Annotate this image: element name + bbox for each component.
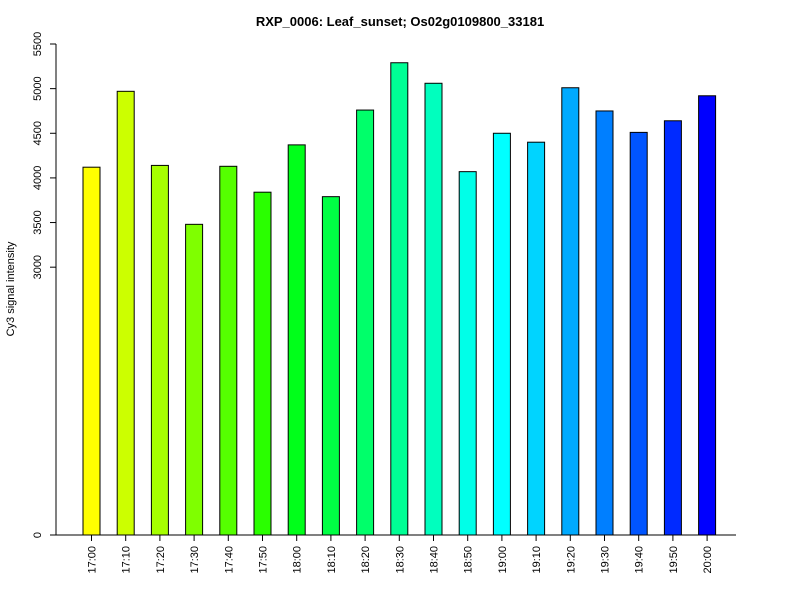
y-tick-label: 0: [32, 532, 44, 538]
bar: [390, 62, 409, 536]
bar: [561, 87, 580, 536]
y-tick-label: 5000: [32, 76, 44, 100]
bar: [698, 95, 717, 536]
bar: [595, 110, 614, 536]
y-tick-label: 3500: [32, 210, 44, 234]
x-tick-label: 19:00: [497, 546, 509, 574]
chart-title: RXP_0006: Leaf_sunset; Os02g0109800_3318…: [256, 14, 544, 29]
bar: [663, 120, 682, 536]
bar: [219, 165, 238, 536]
y-axis-label: Cy3 signal intensity: [5, 241, 17, 336]
x-tick-label: 18:10: [326, 546, 338, 574]
x-ticks: 17:00 17:10 17:20 17:30 17:40 17:50 18:00 18:10…: [87, 535, 714, 574]
x-tick-label: 18:30: [394, 546, 406, 574]
y-ticks: 0 3000 3500 4000 4500 5000 5500: [32, 32, 56, 538]
bar: [287, 144, 306, 536]
y-tick-label: 4500: [32, 121, 44, 145]
x-tick-label: 17:40: [223, 546, 235, 574]
bar: [356, 109, 375, 536]
bar: [150, 164, 169, 536]
bar: [185, 223, 204, 536]
bar: [253, 191, 272, 536]
y-tick-label: 5500: [32, 32, 44, 56]
x-tick-label: 17:10: [121, 546, 133, 574]
x-tick-label: 17:50: [258, 546, 270, 574]
x-tick-label: 18:50: [463, 546, 475, 574]
bars: [82, 62, 717, 536]
y-tick-label: 3000: [32, 255, 44, 279]
x-tick-label: 17:00: [87, 546, 99, 574]
x-tick-label: 20:00: [702, 546, 714, 574]
bar: [458, 171, 477, 536]
x-tick-label: 18:00: [292, 546, 304, 574]
x-tick-label: 19:40: [634, 546, 646, 574]
x-tick-label: 19:10: [531, 546, 543, 574]
y-tick-label: 4000: [32, 166, 44, 190]
x-tick-label: 19:20: [565, 546, 577, 574]
bar: [492, 132, 511, 536]
bar: [527, 141, 546, 536]
x-tick-label: 19:30: [600, 546, 612, 574]
x-tick-label: 17:20: [155, 546, 167, 574]
bar: [424, 82, 443, 536]
x-tick-label: 18:40: [429, 546, 441, 574]
x-tick-label: 17:30: [189, 546, 201, 574]
bar: [321, 196, 340, 536]
x-tick-label: 18:20: [360, 546, 372, 574]
bar: [82, 166, 101, 536]
x-tick-label: 19:50: [668, 546, 680, 574]
bar: [629, 131, 648, 536]
bar: [116, 90, 135, 536]
